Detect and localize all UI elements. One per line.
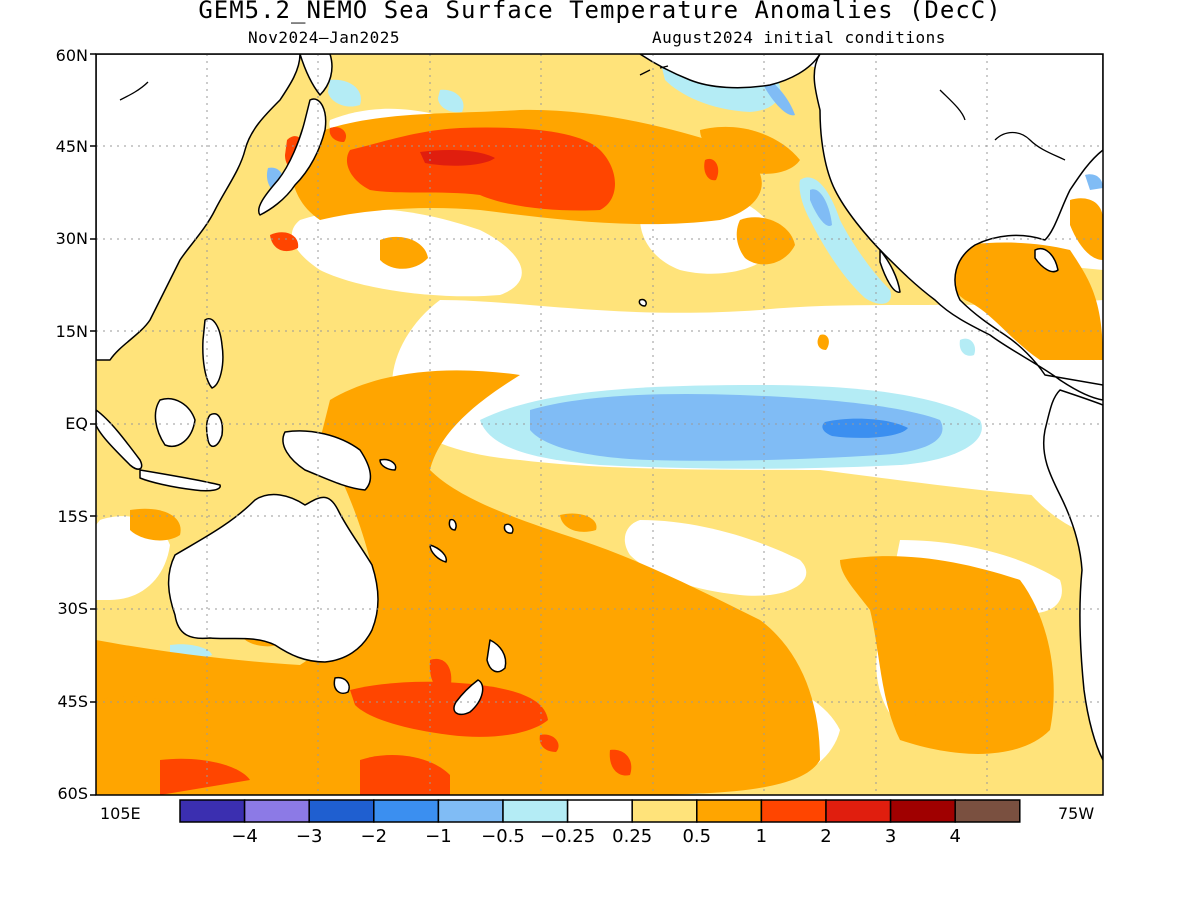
colorbar-swatch	[243, 799, 310, 823]
philippines-land	[202, 318, 224, 389]
sulawesi-land	[205, 413, 224, 447]
fiji-island	[503, 523, 514, 534]
colorbar-swatch	[696, 799, 763, 823]
asia-mainland-land	[96, 54, 301, 361]
solomon-islands	[379, 458, 397, 471]
lat-label: 30S	[57, 599, 88, 618]
new-guinea-land	[282, 430, 372, 491]
cool-core-regions	[822, 418, 908, 438]
colorbar-tick-label: 1	[755, 826, 768, 847]
lon-label-right: 75W	[1058, 804, 1095, 823]
warm-core-regions	[420, 150, 495, 166]
colorbar-tick-label: 2	[820, 826, 832, 847]
great-lakes-outline	[994, 131, 1066, 161]
anomaly-field	[96, 54, 1103, 795]
colorbar-tick-label: 0.25	[612, 826, 653, 847]
new-zealand-south-land	[453, 679, 484, 716]
colorbar-tick-label: −2	[360, 826, 388, 847]
colorbar	[179, 799, 1021, 823]
colorbar-swatch	[566, 799, 633, 823]
sumatra-land	[96, 409, 143, 470]
forecast-period: Nov2024–Jan2025	[248, 28, 400, 47]
colorbar-swatch	[502, 799, 569, 823]
vanuatu-island	[448, 518, 457, 531]
lat-label: 15N	[55, 322, 88, 341]
java-land	[139, 469, 221, 492]
colorbar-tick-label: 0.5	[682, 826, 712, 847]
alaska-land	[639, 54, 821, 89]
colorbar-swatch	[179, 799, 246, 823]
lat-label: 45S	[57, 692, 88, 711]
colorbar-swatch	[889, 799, 956, 823]
kamchatka-land	[299, 54, 333, 96]
australia-land	[167, 493, 379, 663]
lat-label: 60S	[57, 784, 88, 803]
colorbar-swatch	[308, 799, 375, 823]
okhotsk-coast	[119, 81, 149, 101]
colorbar-tick-label: −3	[295, 826, 323, 847]
tasmania-land	[333, 676, 350, 694]
baja-california-land	[879, 249, 901, 293]
florida-land	[1034, 248, 1059, 273]
colorbar-swatch	[373, 799, 440, 823]
colorbar-tick-label: 4	[949, 826, 961, 847]
lat-label: 45N	[55, 137, 88, 156]
colorbar-tick-label: −0.25	[540, 826, 596, 847]
lat-label: 30N	[55, 229, 88, 248]
warm-high-regions	[160, 127, 719, 795]
colorbar-swatch	[760, 799, 827, 823]
lat-label: EQ	[65, 414, 88, 433]
colorbar-swatch	[437, 799, 504, 823]
lat-label: 60N	[55, 46, 88, 65]
colorbar-swatch	[631, 799, 698, 823]
lon-label-left: 105E	[100, 804, 141, 823]
land-masses	[96, 54, 1103, 761]
colorbar-tick-label: 3	[884, 826, 897, 847]
colorbar-tick-label: −4	[231, 826, 258, 847]
new-caledonia-island	[429, 544, 448, 563]
bering-coast	[939, 89, 966, 121]
aleutian-islands	[639, 65, 669, 76]
grid-lines	[96, 54, 1103, 795]
map-title: GEM5.2_NEMO Sea Surface Temperature Anom…	[198, 0, 1002, 24]
initial-conditions: August2024 initial conditions	[652, 28, 946, 47]
hawaii-island	[638, 298, 647, 307]
japan-land	[258, 98, 327, 216]
borneo-land	[154, 398, 196, 447]
coast-details	[119, 65, 1066, 161]
colorbar-tick-label: −0.5	[481, 826, 525, 847]
colorbar-swatch	[954, 799, 1021, 823]
colorbar-tick-label: −1	[425, 826, 452, 847]
new-zealand-north-land	[486, 639, 507, 673]
colorbar-swatch	[825, 799, 892, 823]
lat-ticks	[90, 53, 96, 796]
lat-label: 15S	[57, 507, 88, 526]
